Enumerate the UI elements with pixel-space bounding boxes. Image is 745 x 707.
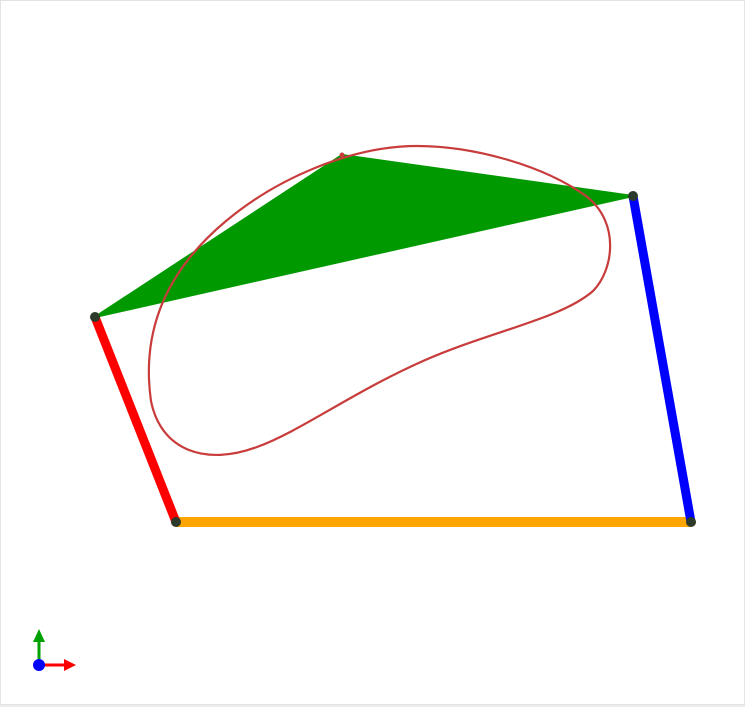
coupler-link	[94, 154, 634, 318]
ground-pivot-right[interactable]	[686, 517, 696, 527]
z-axis-origin-icon	[33, 659, 45, 671]
crank-link	[90, 312, 181, 527]
viewport-bottom-border	[0, 705, 745, 707]
coupler-rocker-joint[interactable]	[628, 191, 638, 201]
coupler-point[interactable]	[339, 152, 345, 158]
x-axis-arrowhead-icon	[64, 659, 76, 671]
y-axis-arrowhead-icon	[33, 629, 45, 642]
crank-coupler-joint[interactable]	[90, 312, 100, 322]
axes-indicator	[33, 629, 76, 671]
coupler-curve	[147, 144, 612, 456]
rocker-link	[628, 191, 696, 527]
ground-pivot-left[interactable]	[171, 517, 181, 527]
